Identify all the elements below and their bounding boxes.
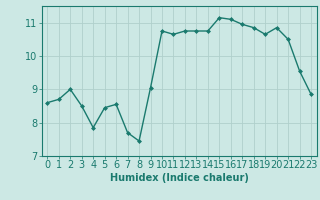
X-axis label: Humidex (Indice chaleur): Humidex (Indice chaleur) <box>110 173 249 183</box>
